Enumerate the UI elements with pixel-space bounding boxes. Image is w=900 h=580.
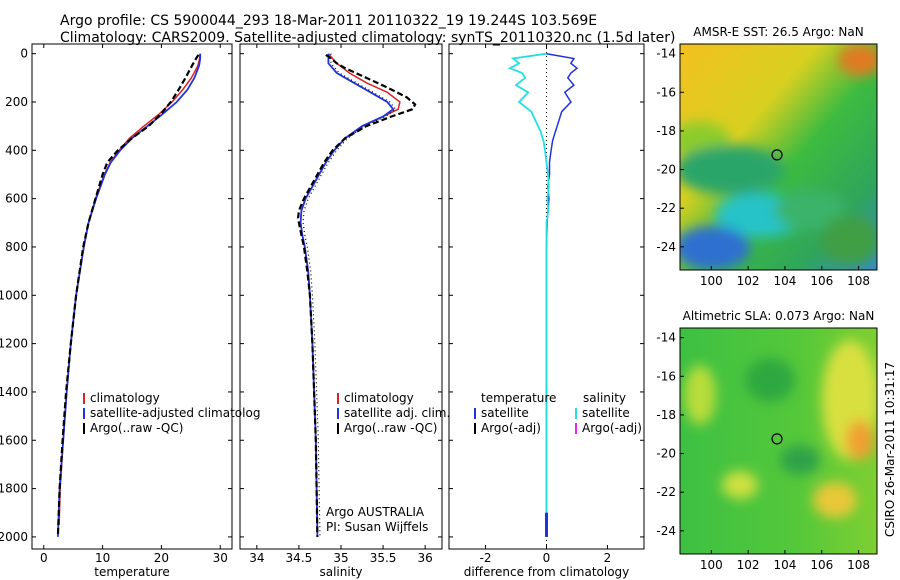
x-tick-label: 36 — [418, 551, 433, 565]
sla-argo-position-marker — [771, 433, 783, 445]
title-line-1: Argo profile: CS 5900044_293 18-Mar-2011… — [60, 13, 598, 29]
legend-temp-climatology-label: climatology — [90, 391, 160, 405]
depth-tick-label: 2000 — [0, 530, 28, 544]
sal-argo-line — [296, 54, 417, 537]
sla-lat-tick-label: -24 — [656, 524, 676, 538]
x-tick-label: 34 — [249, 551, 264, 565]
argo-australia-note: Argo AUSTRALIA — [326, 505, 425, 519]
sst-lon-tick-label: 104 — [773, 274, 796, 288]
sal-satellite-line — [299, 53, 395, 537]
sla-lon-tick-label: 106 — [810, 558, 833, 572]
sst-lon-tick-label: 100 — [700, 274, 723, 288]
profile-panel-frame-2 — [239, 43, 443, 550]
sla-map-title: Altimetric SLA: 0.073 Argo: NaN — [683, 309, 875, 323]
sst-lon-tick-label: 108 — [847, 274, 870, 288]
legend-temperature-title: temperature — [481, 391, 556, 405]
x-tick-label: 2 — [604, 551, 612, 565]
sst-lat-tick-label: -20 — [656, 163, 676, 177]
x-axis-label: salinity — [319, 565, 362, 579]
x-tick-label: 35 — [333, 551, 348, 565]
x-tick-label: 34.5 — [286, 551, 313, 565]
sst-lat-tick-label: -14 — [656, 47, 676, 61]
legend-sal-satellite-label: satellite adj. clim. — [344, 406, 450, 420]
diff-sal-satellite-line — [507, 52, 550, 537]
sla-lon-tick-label: 104 — [773, 558, 796, 572]
depth-tick-label: 1600 — [0, 433, 28, 447]
depth-tick-label: 1800 — [0, 482, 28, 496]
sst-lon-tick-label: 102 — [737, 274, 760, 288]
legend-sal-climatology-label: climatology — [344, 391, 414, 405]
sst-lat-tick-label: -18 — [656, 124, 676, 138]
sla-lon-tick-label: 100 — [700, 558, 723, 572]
sst-lon-tick-label: 106 — [810, 274, 833, 288]
legend-salinity-title: salinity — [583, 391, 626, 405]
depth-tick-label: 1200 — [0, 337, 28, 351]
legend-diff-sal-argo-label: Argo(-adj) — [582, 421, 642, 435]
depth-tick-label: 1400 — [0, 385, 28, 399]
x-axis-label: difference from climatology — [464, 565, 630, 579]
sla-lat-tick-label: -20 — [656, 447, 676, 461]
x-tick-label: 10 — [95, 551, 110, 565]
sst-lat-tick-label: -16 — [656, 85, 676, 99]
temp-argo-line — [56, 54, 200, 537]
pi-note: PI: Susan Wijffels — [326, 520, 428, 534]
legend-temp-satellite-label: satellite-adjusted climatolog — [90, 406, 260, 420]
sst-map-frame — [679, 43, 878, 271]
sla-lat-tick-label: -16 — [656, 369, 676, 383]
legend-diff-temp-satellite-label: satellite — [481, 406, 529, 420]
x-tick-label: 20 — [154, 551, 169, 565]
sla-map-frame — [679, 327, 878, 555]
sla-lon-tick-label: 102 — [737, 558, 760, 572]
sla-lat-tick-label: -18 — [656, 408, 676, 422]
legend-sal-argo-label: Argo(..raw -QC) — [344, 421, 437, 435]
sst-lat-tick-label: -22 — [656, 201, 676, 215]
depth-tick-label: 1000 — [0, 288, 28, 302]
depth-tick-label: 400 — [5, 143, 28, 157]
depth-tick-label: 0 — [20, 47, 28, 61]
x-tick-label: 30 — [213, 551, 228, 565]
legend-diff-sal-satellite-label: satellite — [582, 406, 630, 420]
sal-reference-dotted-line — [302, 53, 397, 537]
sla-lon-tick-label: 108 — [847, 558, 870, 572]
legend-temp-argo-label: Argo(..raw -QC) — [90, 421, 183, 435]
depth-tick-label: 200 — [5, 95, 28, 109]
sst-argo-position-marker — [771, 149, 783, 161]
temp-climatology-line — [58, 53, 201, 525]
x-axis-label: temperature — [94, 565, 169, 579]
depth-tick-label: 600 — [5, 192, 28, 206]
sla-lat-tick-label: -14 — [656, 331, 676, 345]
diff-temp-satellite-line — [545, 52, 579, 537]
x-tick-label: 0 — [543, 551, 551, 565]
title-line-2: Climatology: CARS2009. Satellite-adjuste… — [60, 30, 676, 46]
profile-panel-frame-1 — [31, 43, 233, 550]
x-tick-label: 0 — [40, 551, 48, 565]
x-tick-label: -2 — [480, 551, 492, 565]
legend-diff-temp-argo-label: Argo(-adj) — [481, 421, 541, 435]
sst-map-title: AMSR-E SST: 26.5 Argo: NaN — [693, 25, 863, 39]
sst-lat-tick-label: -24 — [656, 240, 676, 254]
depth-tick-label: 800 — [5, 240, 28, 254]
temp-satellite-line — [57, 53, 202, 537]
x-tick-label: 35.5 — [370, 551, 397, 565]
sla-lat-tick-label: -22 — [656, 485, 676, 499]
